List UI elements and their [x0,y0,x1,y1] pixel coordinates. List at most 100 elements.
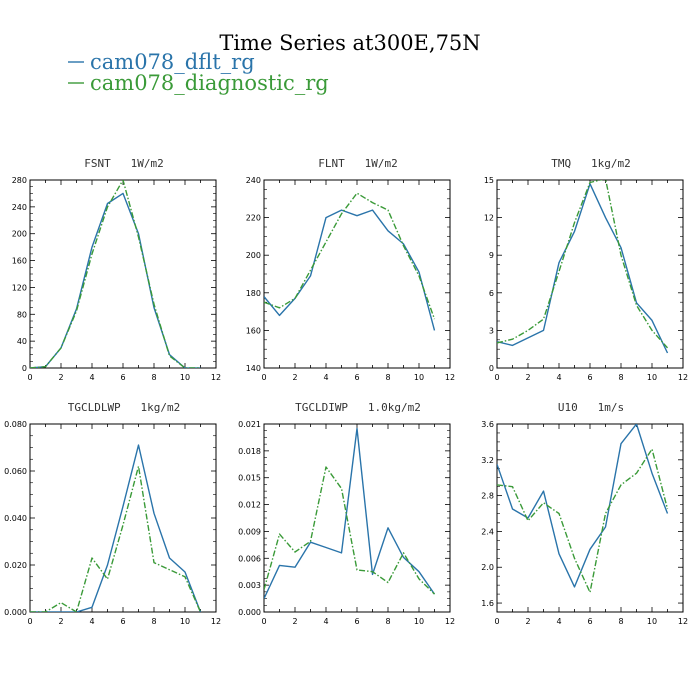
y-tick-label: 0.018 [238,447,261,456]
series-line-diagnostic [264,192,436,320]
figure-title: Time Series at300E,75N [219,31,480,55]
x-tick-label: 10 [180,617,190,626]
y-tick-label: 2.4 [481,527,494,536]
panel-title: TMQ 1kg/m2 [551,157,630,170]
x-tick-label: 8 [151,373,156,382]
y-tick-label: 0.040 [4,514,27,523]
legend-label-2: cam078_diagnostic_rg [90,71,329,95]
y-tick-label: 9 [489,251,494,260]
y-tick-label: 2.8 [481,492,494,501]
x-tick-label: 2 [292,617,297,626]
x-tick-label: 4 [89,373,94,382]
y-tick-label: 240 [246,176,261,185]
x-tick-label: 4 [323,373,328,382]
y-tick-label: 6 [489,289,494,298]
panel-title: TGCLDLWP 1kg/m2 [68,401,181,414]
y-tick-label: 12 [484,214,494,223]
x-tick-label: 10 [647,373,657,382]
panel-title: TGCLDIWP 1.0kg/m2 [295,401,421,414]
series-line-dflt [497,183,669,354]
y-tick-label: 0.000 [4,608,27,617]
x-tick-label: 10 [414,373,424,382]
x-tick-label: 2 [525,617,530,626]
x-tick-label: 8 [385,373,390,382]
panel-title: FSNT 1W/m2 [84,157,163,170]
y-tick-label: 40 [17,337,27,346]
series-line-diagnostic [30,180,201,368]
y-tick-label: 160 [246,326,261,335]
y-tick-label: 280 [12,176,27,185]
y-tick-label: 120 [12,283,27,292]
x-tick-label: 2 [525,373,530,382]
y-tick-label: 220 [246,214,261,223]
panel-flnt: FLNT 1W/m2 0 2 4 6 8 10 12 140 160 180 200 220 240 [246,157,455,382]
plot-frame [496,423,684,613]
y-tick-label: 0 [22,364,27,373]
plot-frame [29,423,217,613]
x-tick-label: 4 [556,373,561,382]
x-tick-label: 12 [445,373,455,382]
series-line-diagnostic [30,465,202,612]
panel-tmq: TMQ 1kg/m2 0 2 4 6 8 10 12 0 3 6 9 12 15 [484,157,688,382]
x-tick-label: 2 [58,617,63,626]
x-tick-label: 2 [58,373,63,382]
x-tick-label: 12 [211,373,221,382]
x-tick-label: 6 [587,373,592,382]
y-tick-label: 3 [489,326,494,335]
series-line-diagnostic [497,448,669,593]
y-tick-label: 3.6 [481,420,494,429]
series-line-dflt [264,209,436,331]
x-tick-label: 8 [151,617,156,626]
x-tick-label: 10 [414,617,424,626]
plot-frame [29,179,217,369]
x-tick-label: 6 [587,617,592,626]
x-tick-label: 12 [445,617,455,626]
x-tick-label: 8 [618,373,623,382]
y-tick-label: 240 [12,203,27,212]
x-tick-label: 0 [27,617,32,626]
x-tick-label: 8 [618,617,623,626]
x-tick-label: 4 [89,617,94,626]
x-tick-label: 0 [261,373,266,382]
series-line-dflt [497,424,669,588]
legend: cam078_dflt_rg cam078_diagnostic_rg [68,50,329,95]
y-tick-label: 0.060 [4,467,27,476]
x-tick-label: 4 [556,617,561,626]
y-tick-label: 2.0 [481,563,494,572]
y-tick-label: 200 [12,230,27,239]
x-tick-label: 8 [385,617,390,626]
panel-tgcldlwp: TGCLDLWP 1kg/m2 0 2 4 6 8 10 12 0.000 0.020 0.040… [4,401,221,626]
x-tick-label: 4 [323,617,328,626]
series-line-dflt [30,444,202,612]
y-tick-label: 15 [484,176,494,185]
y-tick-label: 200 [246,251,261,260]
y-tick-label: 80 [17,310,27,319]
x-tick-label: 10 [647,617,657,626]
series-line-dflt [30,192,201,368]
panel-tgcldiwp: TGCLDIWP 1.0kg/m2 0 2 4 6 8 10 12 0.000 0.003 0.0… [238,401,455,626]
x-tick-label: 6 [354,617,359,626]
x-tick-label: 0 [27,373,32,382]
legend-label-1: cam078_dflt_rg [90,50,255,74]
x-tick-label: 2 [292,373,297,382]
y-tick-label: 0.080 [4,420,27,429]
x-tick-label: 6 [120,373,125,382]
x-tick-label: 0 [261,617,266,626]
panel-title: U10 1m/s [558,401,624,414]
y-tick-label: 160 [12,257,27,266]
plot-frame [263,179,451,369]
x-tick-label: 10 [180,373,190,382]
legend-entry-1: cam078_dflt_rg [68,50,255,74]
y-tick-label: 0.020 [4,561,27,570]
series-line-dflt [264,427,436,599]
x-tick-label: 12 [678,617,688,626]
y-tick-label: 0 [489,364,494,373]
panel-title: FLNT 1W/m2 [318,157,397,170]
x-tick-label: 6 [120,617,125,626]
x-tick-label: 12 [211,617,221,626]
panel-u10: U10 1m/s 0 2 4 6 8 10 12 1.6 2.0 2.4 2.8 3.2 3.6 [481,401,688,626]
y-tick-label: 0.009 [238,527,261,536]
y-tick-label: 0.012 [238,501,261,510]
y-tick-label: 0.000 [238,608,261,617]
